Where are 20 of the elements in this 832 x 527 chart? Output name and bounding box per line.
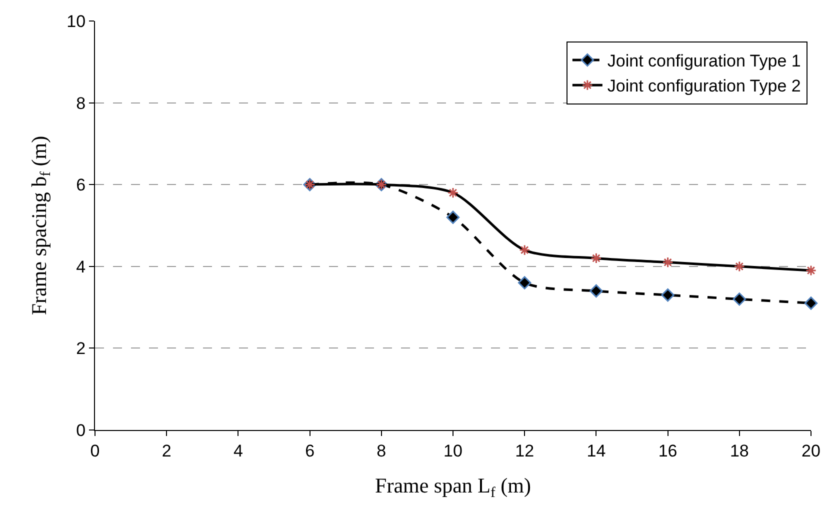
x-tick-label: 12 bbox=[515, 441, 534, 460]
y-tick-label: 4 bbox=[76, 257, 86, 276]
x-tick-label: 0 bbox=[90, 441, 100, 460]
legend-label: Joint configuration Type 2 bbox=[607, 76, 801, 96]
y-tick-label: 2 bbox=[76, 339, 86, 358]
x-tick-label: 20 bbox=[802, 441, 820, 460]
x-tick-label: 16 bbox=[658, 441, 678, 460]
legend-label: Joint configuration Type 1 bbox=[607, 52, 801, 71]
x-tick-label: 4 bbox=[233, 441, 243, 460]
x-tick-label: 8 bbox=[376, 441, 386, 460]
y-tick-label: 10 bbox=[66, 12, 86, 31]
y-tick-label: 6 bbox=[76, 176, 86, 195]
x-tick-label: 10 bbox=[444, 441, 462, 460]
y-tick-label: 8 bbox=[76, 94, 86, 113]
x-tick-label: 2 bbox=[162, 441, 172, 460]
x-tick-label: 6 bbox=[305, 441, 315, 460]
x-tick-label: 18 bbox=[730, 441, 749, 460]
x-axis-title: Frame span L$_{f}$ (m) bbox=[375, 474, 531, 502]
x-tick-label: 14 bbox=[586, 441, 606, 460]
y-tick-label: 0 bbox=[76, 420, 86, 440]
